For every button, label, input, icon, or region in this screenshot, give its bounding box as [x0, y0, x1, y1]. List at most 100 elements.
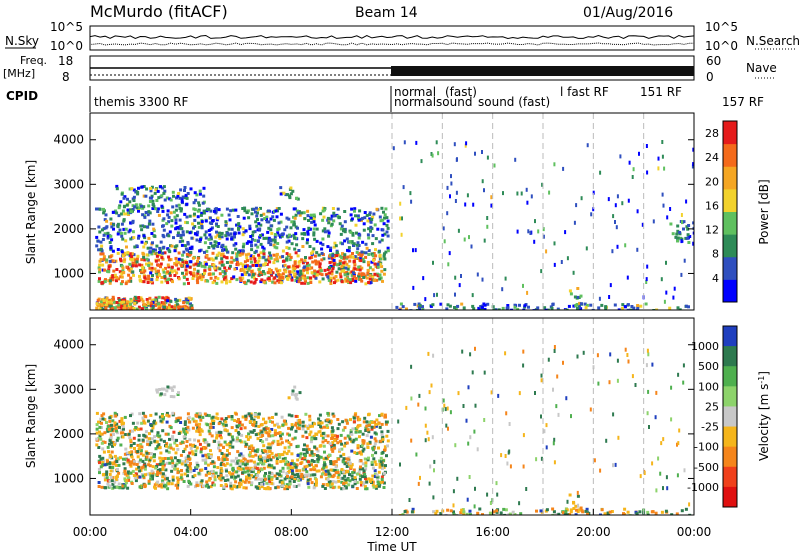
data-cell-power [151, 207, 155, 210]
data-cell-velocity [568, 513, 572, 515]
data-cell-velocity [105, 421, 108, 424]
velocity-frame [89, 317, 695, 516]
data-cell-velocity [312, 460, 316, 463]
data-cell-velocity [148, 443, 152, 447]
data-cell-power [180, 243, 184, 247]
data-cell-velocity [288, 482, 292, 486]
data-cell-sparse [627, 198, 630, 203]
data-cell-velocity [155, 388, 159, 392]
data-cell-velocity [99, 417, 103, 421]
data-cell-power [238, 253, 242, 257]
data-cell-velocity [298, 472, 302, 476]
data-cell-velocity [361, 449, 365, 453]
data-cell-power [338, 272, 342, 276]
data-cell-velocity [115, 485, 119, 489]
data-cell-velocity [275, 477, 279, 480]
data-cell-velocity [147, 479, 151, 483]
data-cell-power [215, 218, 219, 222]
data-cell-power [335, 251, 339, 255]
data-cell-velocity [287, 469, 291, 473]
data-cell-power [273, 235, 277, 239]
power-colorbar-label: Power [dB] [757, 179, 771, 244]
data-cell-velocity [244, 466, 248, 470]
data-cell-power [115, 184, 119, 188]
data-cell-sparse [540, 269, 543, 274]
data-cell-velocity [111, 482, 115, 486]
data-cell-power [123, 298, 127, 302]
data-cell-velocity [331, 460, 335, 464]
data-cell-power [401, 305, 405, 309]
data-cell-power [132, 253, 136, 257]
data-cell-velocity [322, 457, 326, 461]
data-cell-power [145, 298, 149, 301]
data-cell-velocity [243, 470, 247, 474]
y-tick-label: 3000 [53, 177, 84, 191]
data-cell-velocity [279, 437, 283, 441]
data-cell-power [141, 266, 145, 269]
data-cell-power [376, 274, 380, 278]
data-cell-power [163, 296, 167, 300]
data-cell-power [330, 222, 334, 226]
data-cell-power [360, 266, 364, 270]
data-cell-sparse [472, 202, 475, 207]
data-cell-velocity [386, 429, 390, 433]
data-cell-velocity [374, 463, 378, 466]
data-cell-power [302, 268, 306, 272]
data-cell-power [220, 252, 224, 256]
data-cell-power [386, 219, 390, 223]
data-cell-sparse [678, 428, 681, 433]
data-cell-velocity [564, 509, 568, 513]
data-cell-power [199, 238, 202, 242]
data-cell-velocity [155, 463, 159, 467]
data-cell-velocity [290, 469, 294, 473]
data-cell-velocity [355, 481, 359, 485]
data-cell-velocity [585, 507, 589, 511]
data-cell-velocity [170, 469, 174, 473]
data-cell-velocity [177, 391, 180, 395]
data-cell-velocity [234, 475, 238, 479]
data-cell-power [112, 227, 115, 231]
data-cell-sparse [681, 220, 683, 225]
data-cell-velocity [229, 463, 233, 467]
data-cell-power [95, 302, 99, 306]
data-cell-power [160, 194, 164, 198]
data-cell-velocity [343, 444, 347, 448]
data-cell-power [292, 233, 296, 237]
data-cell-power [349, 255, 353, 259]
data-cell-power [186, 254, 190, 258]
data-cell-velocity [195, 483, 199, 487]
data-cell-velocity [241, 462, 245, 466]
data-cell-velocity [199, 447, 203, 451]
data-cell-velocity [222, 485, 226, 489]
data-cell-power [204, 230, 208, 234]
data-cell-velocity [225, 462, 229, 466]
data-cell-sparse [676, 473, 679, 478]
data-cell-power [367, 249, 371, 253]
data-cell-velocity [161, 459, 165, 463]
data-cell-power [115, 305, 119, 309]
data-cell-velocity [158, 434, 162, 438]
data-cell-velocity [221, 476, 225, 480]
data-cell-sparse [680, 272, 683, 277]
data-cell-power [249, 235, 253, 238]
data-cell-velocity [366, 428, 370, 432]
data-cell-velocity [349, 431, 353, 435]
data-cell-power [252, 207, 256, 211]
data-cell-velocity [359, 459, 363, 463]
data-cell-sparse [424, 297, 427, 302]
data-cell-power [147, 210, 151, 214]
cpid-157-rf: 157 RF [722, 95, 764, 109]
data-cell-velocity [136, 421, 140, 425]
data-cell-power [252, 255, 256, 259]
data-cell-sparse [516, 191, 519, 196]
data-cell-power [262, 255, 266, 259]
time-tick-label: 20:00 [576, 525, 611, 539]
cpid-l-fast-rf: l fast RF [560, 85, 609, 99]
data-cell-power [100, 281, 104, 285]
data-cell-power [146, 303, 150, 307]
data-cell-power [317, 260, 320, 264]
data-cell-velocity [157, 484, 161, 488]
data-cell-velocity [306, 478, 310, 482]
data-cell-sparse [598, 296, 601, 301]
